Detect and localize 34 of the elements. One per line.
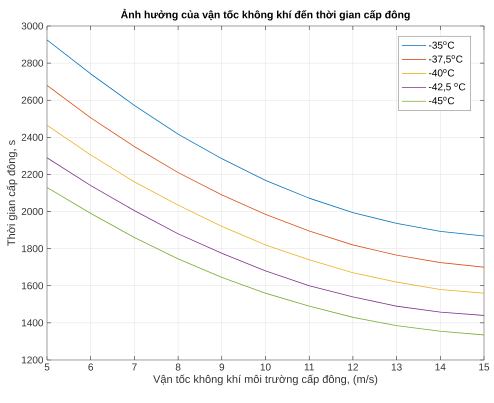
legend-label: -42,5 $^{o}$C (428, 82, 466, 92)
y-tick-label: 1200 (22, 356, 44, 364)
y-tick-label: 3000 (22, 22, 44, 30)
x-tick-label: 10 (260, 364, 271, 371)
y-tick-label: 2600 (22, 96, 44, 104)
y-tick-label: 2400 (22, 134, 44, 141)
x-tick-label: 5 (44, 364, 50, 370)
y-tick-label: 1600 (22, 282, 44, 290)
x-tick-label: 13 (392, 364, 402, 371)
y-tick-label: 2200 (22, 170, 44, 178)
x-tick-label: 12 (348, 364, 358, 370)
y-tick-label: 1800 (22, 245, 44, 252)
y-tick-label: 1400 (22, 319, 44, 326)
x-tick-label: 15 (479, 364, 490, 370)
legend-label: -37,5$^{o}$C (428, 55, 463, 64)
x-tick-label: 11 (304, 364, 314, 370)
legend-label: -40$^{o}$C (428, 69, 454, 76)
y-tick-label: 2800 (22, 60, 44, 67)
line-series (47, 124, 484, 294)
line-series (47, 157, 484, 316)
legend-label: -35$^{o}$C (428, 41, 454, 49)
legend-label: -45$^{o}$C (428, 96, 454, 104)
x-tick-label: 7 (132, 364, 137, 370)
x-tick-label: 9 (219, 364, 224, 371)
x-axis-title: Vận tốc không khí môi trường cấp đông, (m/s) (153, 374, 378, 386)
y-tick-label: 2000 (22, 208, 44, 216)
line-series (47, 187, 484, 336)
y-axis-title: Thời gian cấp đông, s (6, 140, 18, 246)
x-tick-label: 14 (436, 364, 446, 370)
x-tick-label: 6 (88, 364, 94, 371)
chart-title: Ảnh hưởng của vận tốc không khí đến thời gian cấp đông (120, 8, 410, 20)
line-series (47, 40, 484, 236)
line-series (47, 84, 484, 268)
x-tick-label: 8 (176, 364, 180, 371)
